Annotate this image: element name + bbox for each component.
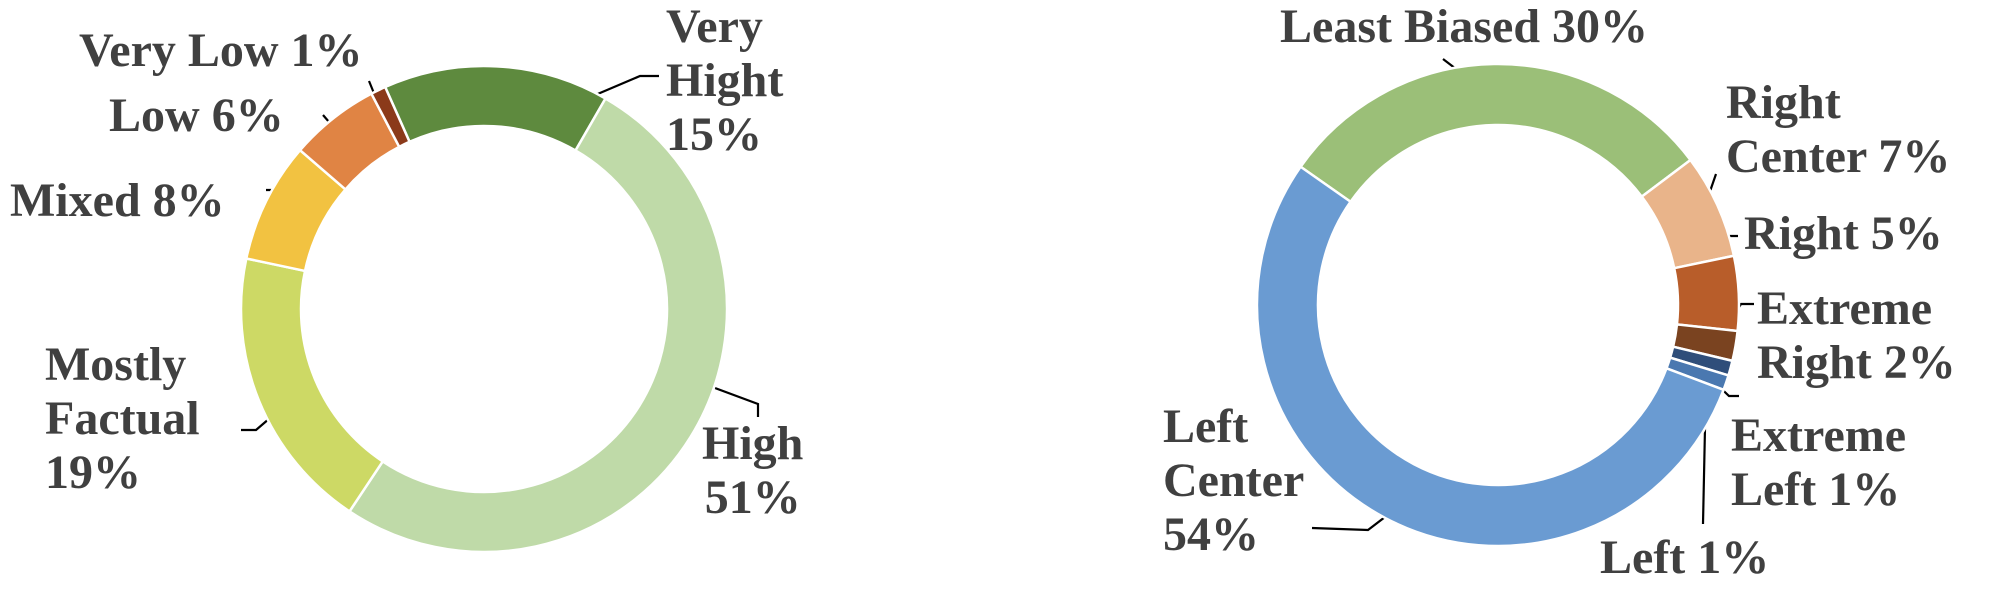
leader-lines	[241, 58, 1754, 532]
data-label: Mixed 8%	[10, 174, 225, 228]
category-name: Right	[1744, 207, 1859, 260]
value-label: 8%	[152, 174, 225, 227]
category-name: Low	[109, 89, 200, 142]
value-label: 1%	[1828, 463, 1901, 516]
data-label: Left Center 54%	[1163, 400, 1303, 562]
donut-segment	[383, 64, 608, 153]
category-name: Very Low	[79, 24, 279, 77]
category-name: Left	[1600, 531, 1686, 584]
data-label: Extreme Right 2%	[1757, 282, 2007, 390]
donut-segment	[347, 96, 729, 554]
donut-segment	[1298, 62, 1693, 204]
data-label: Mostly Factual 19%	[45, 338, 200, 500]
donut-segment	[1672, 254, 1741, 333]
category-name: Extreme Left	[1731, 409, 1907, 516]
value-label: 1%	[290, 24, 363, 77]
category-name: Right Center	[1726, 76, 1867, 183]
data-label: Least Biased 30%	[1280, 0, 1648, 54]
category-name: Very Hight	[666, 0, 784, 107]
category-name: Left Center	[1163, 400, 1304, 507]
donut-chart	[1255, 62, 1741, 548]
donut-chart	[239, 64, 729, 554]
value-label: 19%	[45, 446, 141, 499]
value-label: 5%	[1870, 207, 1943, 260]
data-label: Very Hight 15%	[666, 0, 783, 162]
value-label: 51%	[704, 471, 801, 524]
donut-segment	[1255, 165, 1726, 548]
data-label: Right Center 7%	[1726, 76, 1991, 184]
data-label: Very Low 1%	[79, 24, 363, 78]
category-name: Least Biased	[1280, 0, 1541, 53]
data-label: Low 6%	[109, 89, 284, 143]
value-label: 6%	[211, 89, 284, 142]
category-name: Mostly Factual	[45, 338, 200, 445]
data-label: High 51%	[702, 417, 803, 525]
value-label: 1%	[1697, 531, 1770, 584]
value-label: 30%	[1552, 0, 1649, 53]
donut-segment	[239, 256, 385, 514]
category-name: High	[702, 417, 804, 470]
value-label: 7%	[1878, 130, 1951, 183]
category-name: Extreme Right	[1757, 282, 1933, 389]
data-label: Left 1%	[1600, 531, 1769, 585]
data-label: Right 5%	[1744, 207, 1943, 261]
category-name: Mixed	[10, 174, 141, 227]
data-label: Extreme Left 1%	[1731, 409, 1981, 517]
value-label: 2%	[1883, 336, 1956, 389]
value-label: 54%	[1163, 508, 1259, 561]
donut-segment	[369, 85, 412, 149]
value-label: 15%	[666, 108, 762, 161]
